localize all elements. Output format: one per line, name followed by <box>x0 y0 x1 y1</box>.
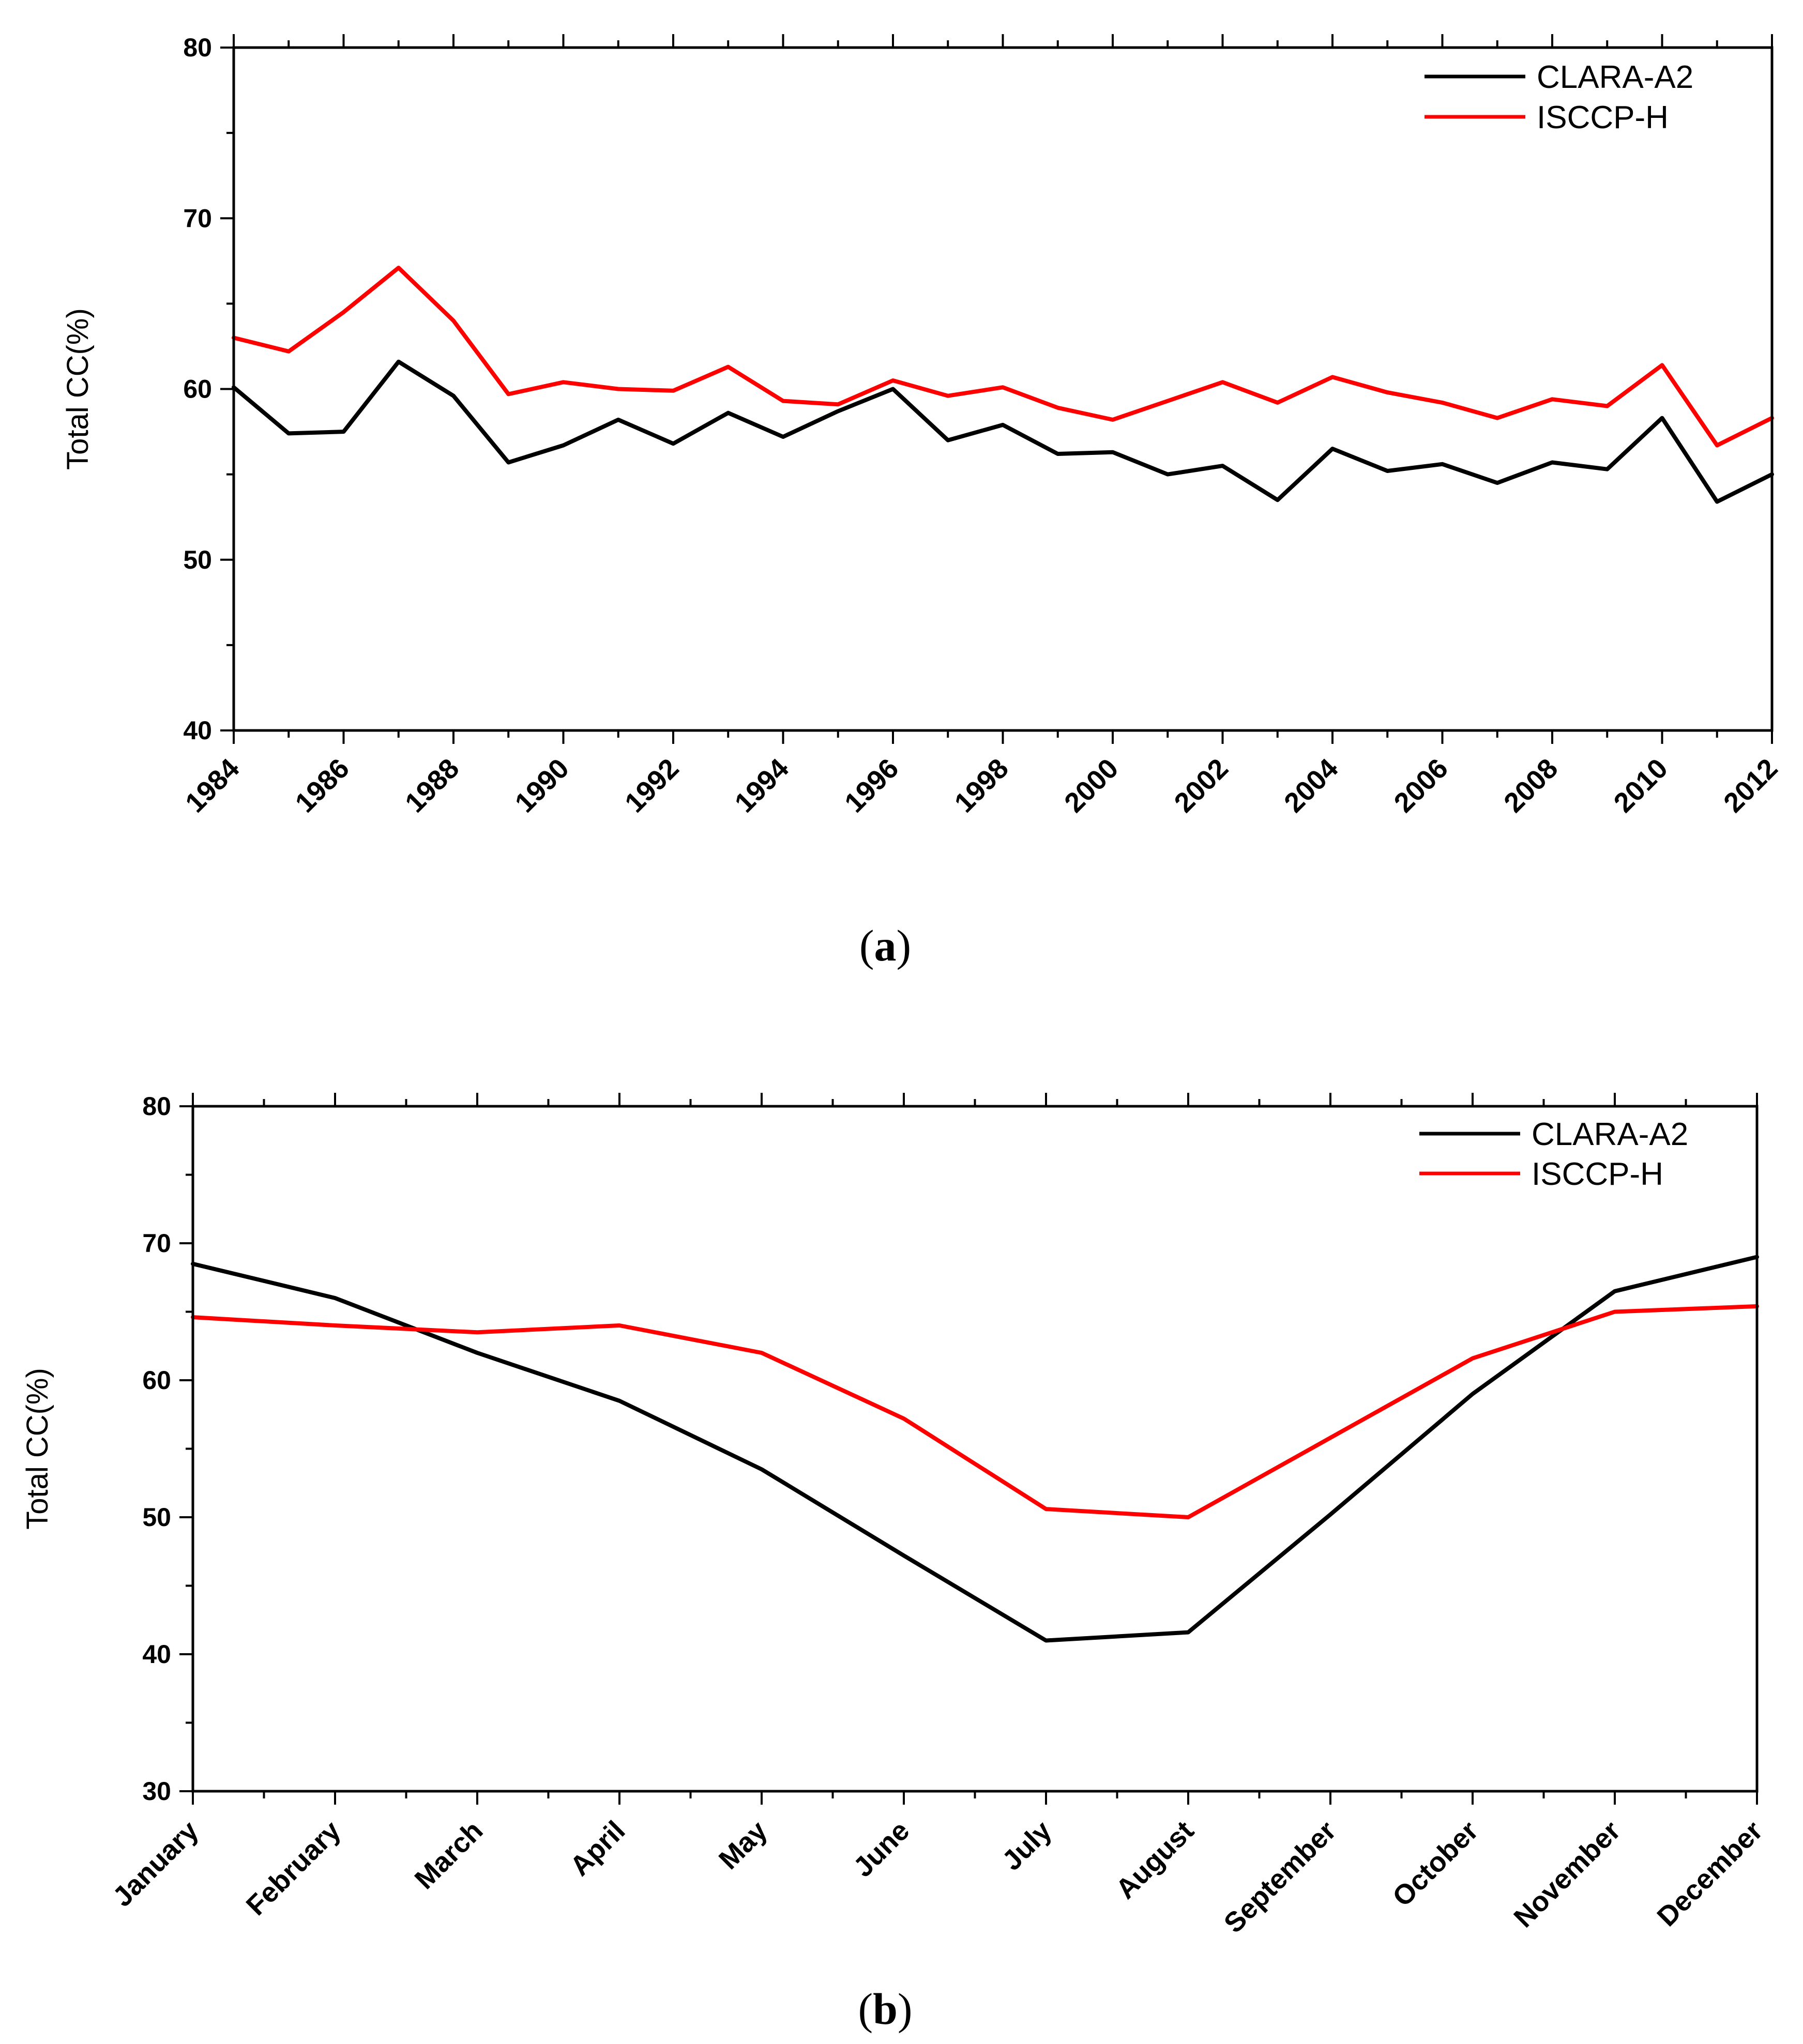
x-tick-label: 1988 <box>399 753 465 818</box>
x-tick-label: 1984 <box>179 753 245 818</box>
series-line-isccp-h <box>191 1304 1759 1519</box>
series-line-clara-a2 <box>232 359 1774 504</box>
x-tick-label: December <box>1651 1815 1768 1932</box>
x-tick-label: April <box>564 1815 631 1882</box>
chart-b-series <box>191 1255 1759 1643</box>
y-tick-label: 70 <box>183 204 212 233</box>
x-tick-label: February <box>240 1815 347 1921</box>
x-tick-label: 1992 <box>619 753 685 818</box>
chart-b-plot-frame <box>191 1105 1759 1793</box>
y-tick-label: 60 <box>142 1366 171 1395</box>
chart-a-legend-label-isccp: ISCCP-H <box>1537 100 1669 135</box>
y-tick-label: 50 <box>183 545 212 574</box>
chart-b-y-tick-labels: 30 40 50 60 70 80 <box>142 1092 171 1806</box>
series-line-clara-a2 <box>191 1255 1759 1643</box>
chart-a-ticks <box>220 34 1773 744</box>
chart-a-x-tick-labels: 1984 1986 1988 1990 1992 1994 1996 1998 2000 2002… <box>179 753 1783 818</box>
chart-b-caption: (b) <box>858 1984 912 2034</box>
x-tick-label: July <box>996 1815 1058 1877</box>
x-tick-label: October <box>1387 1815 1484 1913</box>
y-tick-label: 70 <box>142 1229 171 1258</box>
y-tick-label: 40 <box>142 1640 171 1669</box>
x-tick-label: 1994 <box>729 753 795 818</box>
chart-b-legend-label-clara: CLARA-A2 <box>1532 1117 1688 1152</box>
x-tick-label: May <box>713 1815 774 1875</box>
x-tick-label: January <box>107 1815 205 1913</box>
x-tick-label: November <box>1508 1815 1626 1933</box>
chart-b-x-tick-labels: January February March April May June July Augu… <box>107 1815 1769 1939</box>
chart-b-ticks <box>179 1093 1758 1805</box>
chart-b-monthly: 30 40 50 60 70 80 January February March April Ma… <box>21 1092 1768 2034</box>
x-tick-label: 2008 <box>1498 753 1564 818</box>
y-tick-label: 50 <box>142 1503 171 1532</box>
chart-a-series <box>232 266 1774 504</box>
x-tick-label: 2006 <box>1388 753 1454 818</box>
chart-a-legend-label-clara: CLARA-A2 <box>1537 59 1693 95</box>
x-tick-label: 2004 <box>1278 753 1344 818</box>
x-tick-label: 2010 <box>1608 753 1674 818</box>
y-tick-label: 40 <box>183 716 212 745</box>
chart-b-legend-label-isccp: ISCCP-H <box>1532 1156 1663 1192</box>
chart-a-legend: CLARA-A2 ISCCP-H <box>1425 59 1693 135</box>
x-tick-label: August <box>1110 1815 1200 1905</box>
x-tick-label: 2002 <box>1169 753 1234 818</box>
x-tick-label: June <box>847 1815 916 1883</box>
x-tick-label: 1998 <box>949 753 1014 818</box>
y-tick-label: 80 <box>142 1092 171 1121</box>
x-tick-label: 2000 <box>1058 753 1124 818</box>
x-tick-label: 1990 <box>509 753 575 818</box>
x-tick-label: March <box>409 1815 489 1895</box>
chart-b-y-axis-title: Total CC(%) <box>21 1368 54 1530</box>
chart-a-y-tick-labels: 40 50 60 70 80 <box>183 33 212 745</box>
chart-b-legend: CLARA-A2 ISCCP-H <box>1419 1117 1688 1192</box>
y-tick-label: 30 <box>142 1777 171 1806</box>
x-tick-label: 1996 <box>839 753 904 818</box>
y-tick-label: 80 <box>183 33 212 62</box>
series-line-isccp-h <box>232 266 1774 448</box>
chart-a-y-axis-title: Total CC(%) <box>61 308 95 470</box>
chart-a-caption-letter: a <box>874 921 897 970</box>
y-tick-label: 60 <box>183 375 212 404</box>
x-tick-label: September <box>1218 1815 1342 1939</box>
chart-a-caption: (a) <box>859 921 911 970</box>
x-tick-label: 2012 <box>1718 753 1783 818</box>
chart-b-caption-letter: b <box>873 1984 898 2034</box>
x-tick-label: 1986 <box>290 753 355 818</box>
